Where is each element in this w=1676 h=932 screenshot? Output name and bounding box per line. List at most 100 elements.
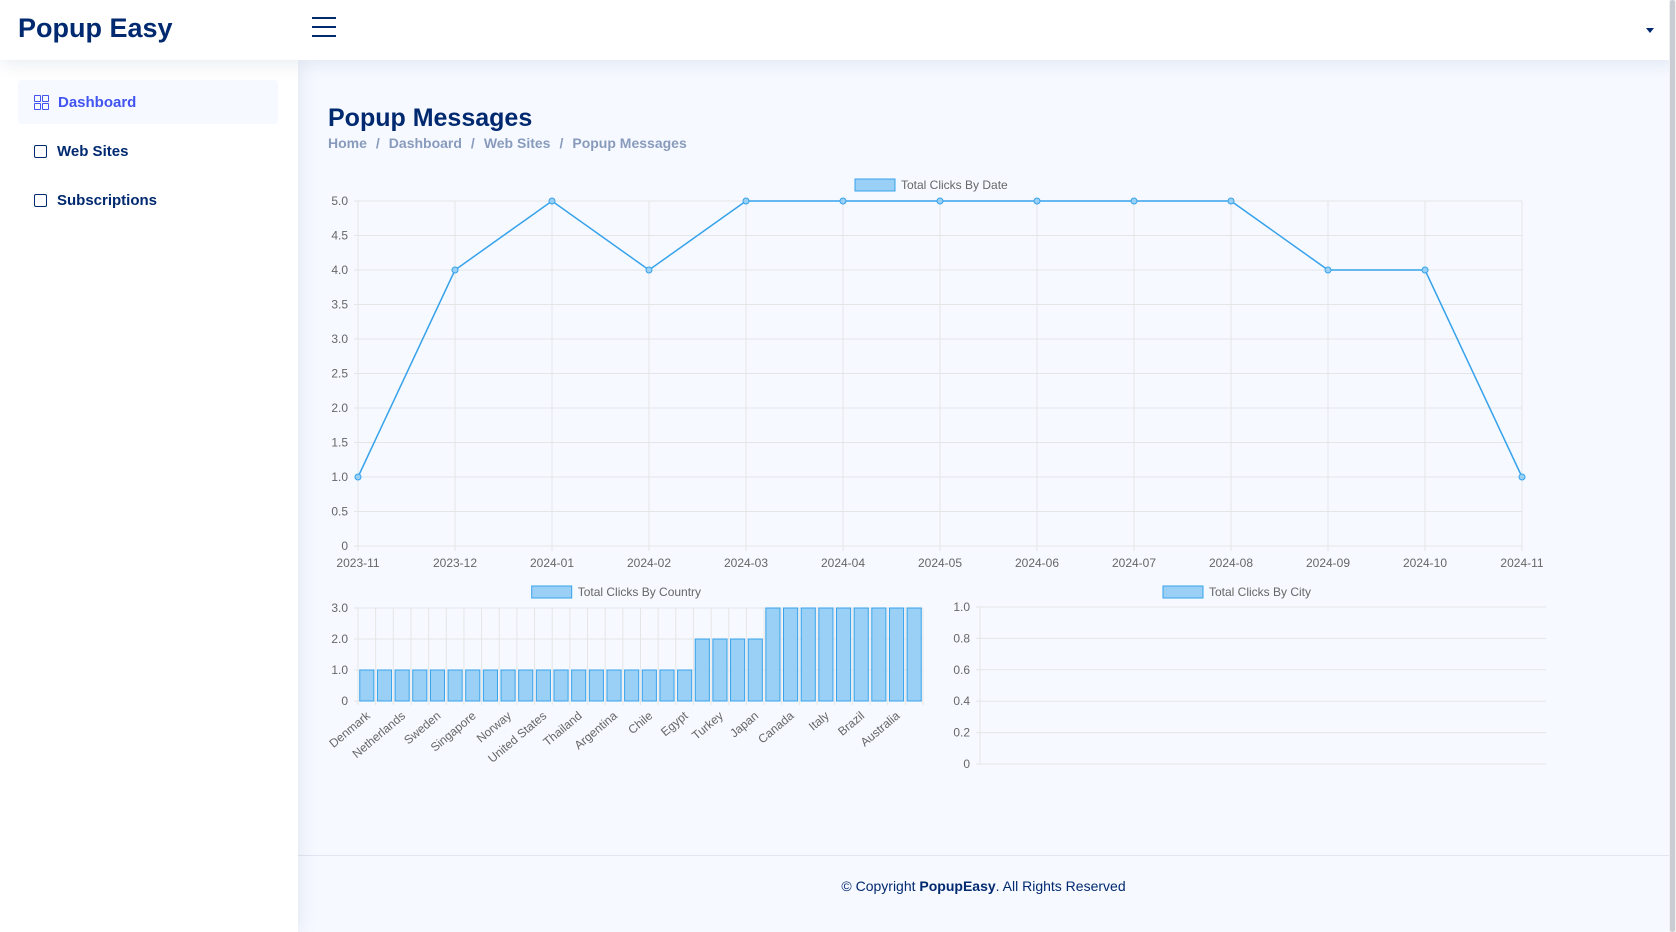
country-chart-x-tick-label: Australia — [858, 708, 903, 749]
date-chart-point — [839, 197, 847, 205]
date-chart-x-tick-label: 2024-02 — [627, 556, 671, 570]
date-chart-x-tick-label: 2024-11 — [1500, 556, 1543, 570]
hamburger-menu-icon[interactable] — [312, 17, 336, 41]
breadcrumb-home[interactable]: Home — [328, 135, 367, 151]
scrollbar[interactable] — [1669, 0, 1676, 932]
city-chart-y-tick-label: 1.0 — [953, 600, 970, 614]
country-chart-bar — [624, 669, 640, 702]
sidebar-item-subscriptions[interactable]: Subscriptions — [18, 178, 278, 222]
country-chart-bar — [535, 669, 551, 702]
country-chart-bar — [482, 669, 498, 702]
sidebar-item-label: Subscriptions — [57, 191, 158, 209]
date-chart-x-tick-label: 2023-12 — [433, 556, 477, 570]
date-chart-y-tick-label: 1.5 — [331, 436, 348, 450]
date-chart-point — [936, 197, 944, 205]
country-chart-y-tick-label: 3.0 — [331, 601, 348, 615]
country-chart-bar — [447, 669, 463, 702]
country-chart-bar — [359, 669, 375, 702]
country-chart-bar — [376, 669, 393, 702]
date-chart-x-tick-label: 2024-07 — [1112, 556, 1156, 570]
breadcrumb-current: Popup Messages — [572, 135, 687, 151]
country-chart-bar — [871, 607, 887, 702]
scrollbar-thumb[interactable] — [1670, 0, 1675, 932]
country-chart-bar — [412, 669, 428, 702]
country-chart-bar — [641, 669, 657, 702]
square-icon — [34, 144, 47, 158]
sidebar-item-web-sites[interactable]: Web Sites — [18, 129, 278, 173]
country-chart-x-tick-label: Chile — [625, 708, 655, 737]
date-chart-y-tick-label: 3.5 — [331, 298, 348, 312]
country-chart-y-tick-label: 1.0 — [331, 663, 348, 677]
date-chart-x-tick-label: 2024-08 — [1209, 556, 1253, 570]
country-chart-bar — [747, 638, 763, 702]
charts-area: Total Clicks By Date 0 0.5 1.0 1.5 2.0 2.5 3.0 3… — [326, 178, 1546, 771]
main-content: Popup Messages Home / Dashboard / Web Sites /… — [298, 60, 1669, 932]
city-chart-legend-swatch — [1162, 585, 1204, 599]
city-chart-y-tick-label: 0.2 — [953, 726, 970, 740]
country-chart-bar — [659, 669, 675, 702]
country-chart-bar — [588, 669, 604, 702]
breadcrumb-web-sites[interactable]: Web Sites — [483, 135, 551, 151]
country-chart-bar — [888, 607, 905, 702]
country-chart-bar — [571, 669, 587, 702]
date-chart-legend-swatch — [854, 178, 896, 192]
breadcrumb-separator: / — [559, 135, 564, 151]
date-chart-x-tick-label: 2024-01 — [530, 556, 574, 570]
country-chart-bar — [783, 607, 799, 702]
city-chart-y-tick-label: 0.6 — [953, 663, 970, 677]
city-chart-y-tick-label: 0.4 — [953, 694, 970, 708]
breadcrumb: Home / Dashboard / Web Sites / Popup Messages — [328, 135, 687, 151]
city-chart-y-tick-label: 0 — [963, 757, 970, 771]
country-chart-y-tick-label: 2.0 — [331, 632, 348, 646]
country-chart-bar — [500, 669, 516, 702]
country-chart-x-tick-label: Canada — [755, 708, 796, 746]
country-chart-bar — [853, 607, 869, 702]
date-chart-y-tick-label: 5.0 — [331, 194, 348, 208]
top-header: Popup Easy — [0, 0, 1676, 60]
date-chart-x-tick-label: 2024-03 — [724, 556, 768, 570]
date-chart-x-tick-label: 2024-09 — [1306, 556, 1350, 570]
footer: © Copyright PopupEasy. All Rights Reserv… — [298, 878, 1669, 894]
date-chart-point — [451, 266, 459, 274]
date-chart-y-tick-label: 2.0 — [331, 401, 348, 415]
country-chart-bar — [394, 669, 410, 702]
footer-brand[interactable]: PopupEasy — [919, 878, 996, 894]
date-chart-y-tick-label: 3.0 — [331, 332, 348, 346]
date-chart-point — [354, 473, 362, 481]
city-chart-y-tick-label: 0.8 — [953, 631, 970, 645]
country-chart-bar — [518, 669, 534, 702]
breadcrumb-dashboard[interactable]: Dashboard — [388, 135, 462, 151]
date-chart-y-tick-label: 4.0 — [331, 263, 348, 277]
country-chart-y-tick-label: 0 — [341, 694, 348, 708]
sidebar-item-label: Web Sites — [57, 142, 129, 160]
country-chart-bar — [800, 607, 816, 702]
country-chart-bar — [818, 607, 834, 702]
footer-prefix: © Copyright — [841, 878, 920, 894]
country-chart-bar — [606, 669, 622, 702]
profile-dropdown-caret-icon[interactable] — [1643, 24, 1657, 38]
country-chart-bar — [429, 669, 446, 702]
grid-icon — [34, 95, 49, 110]
country-chart-bar — [835, 607, 852, 702]
country-chart-x-tick-label: Italy — [806, 709, 832, 734]
date-chart-point — [1518, 473, 1526, 481]
country-chart-bar — [712, 638, 728, 702]
footer-suffix: . All Rights Reserved — [995, 878, 1126, 894]
city-chart-legend-label: Total Clicks By City — [1209, 585, 1311, 599]
footer-divider — [298, 855, 1669, 856]
country-chart-bar — [730, 638, 746, 702]
date-chart-x-tick-label: 2024-05 — [918, 556, 962, 570]
date-chart-point — [1227, 197, 1235, 205]
date-chart-y-tick-label: 1.0 — [331, 470, 348, 484]
breadcrumb-separator: / — [470, 135, 475, 151]
date-chart-legend-label: Total Clicks By Date — [901, 178, 1008, 192]
country-chart-legend-label: Total Clicks By Country — [578, 585, 701, 599]
sidebar-item-dashboard[interactable]: Dashboard — [18, 80, 278, 124]
date-chart-x-tick-label: 2024-06 — [1015, 556, 1059, 570]
app-logo[interactable]: Popup Easy — [18, 13, 173, 43]
country-chart-bar — [677, 669, 693, 702]
country-chart-bar — [553, 669, 569, 702]
sidebar: Dashboard Web Sites Subscriptions — [0, 60, 298, 932]
breadcrumb-separator: / — [375, 135, 380, 151]
date-chart-x-tick-label: 2023-11 — [336, 556, 379, 570]
